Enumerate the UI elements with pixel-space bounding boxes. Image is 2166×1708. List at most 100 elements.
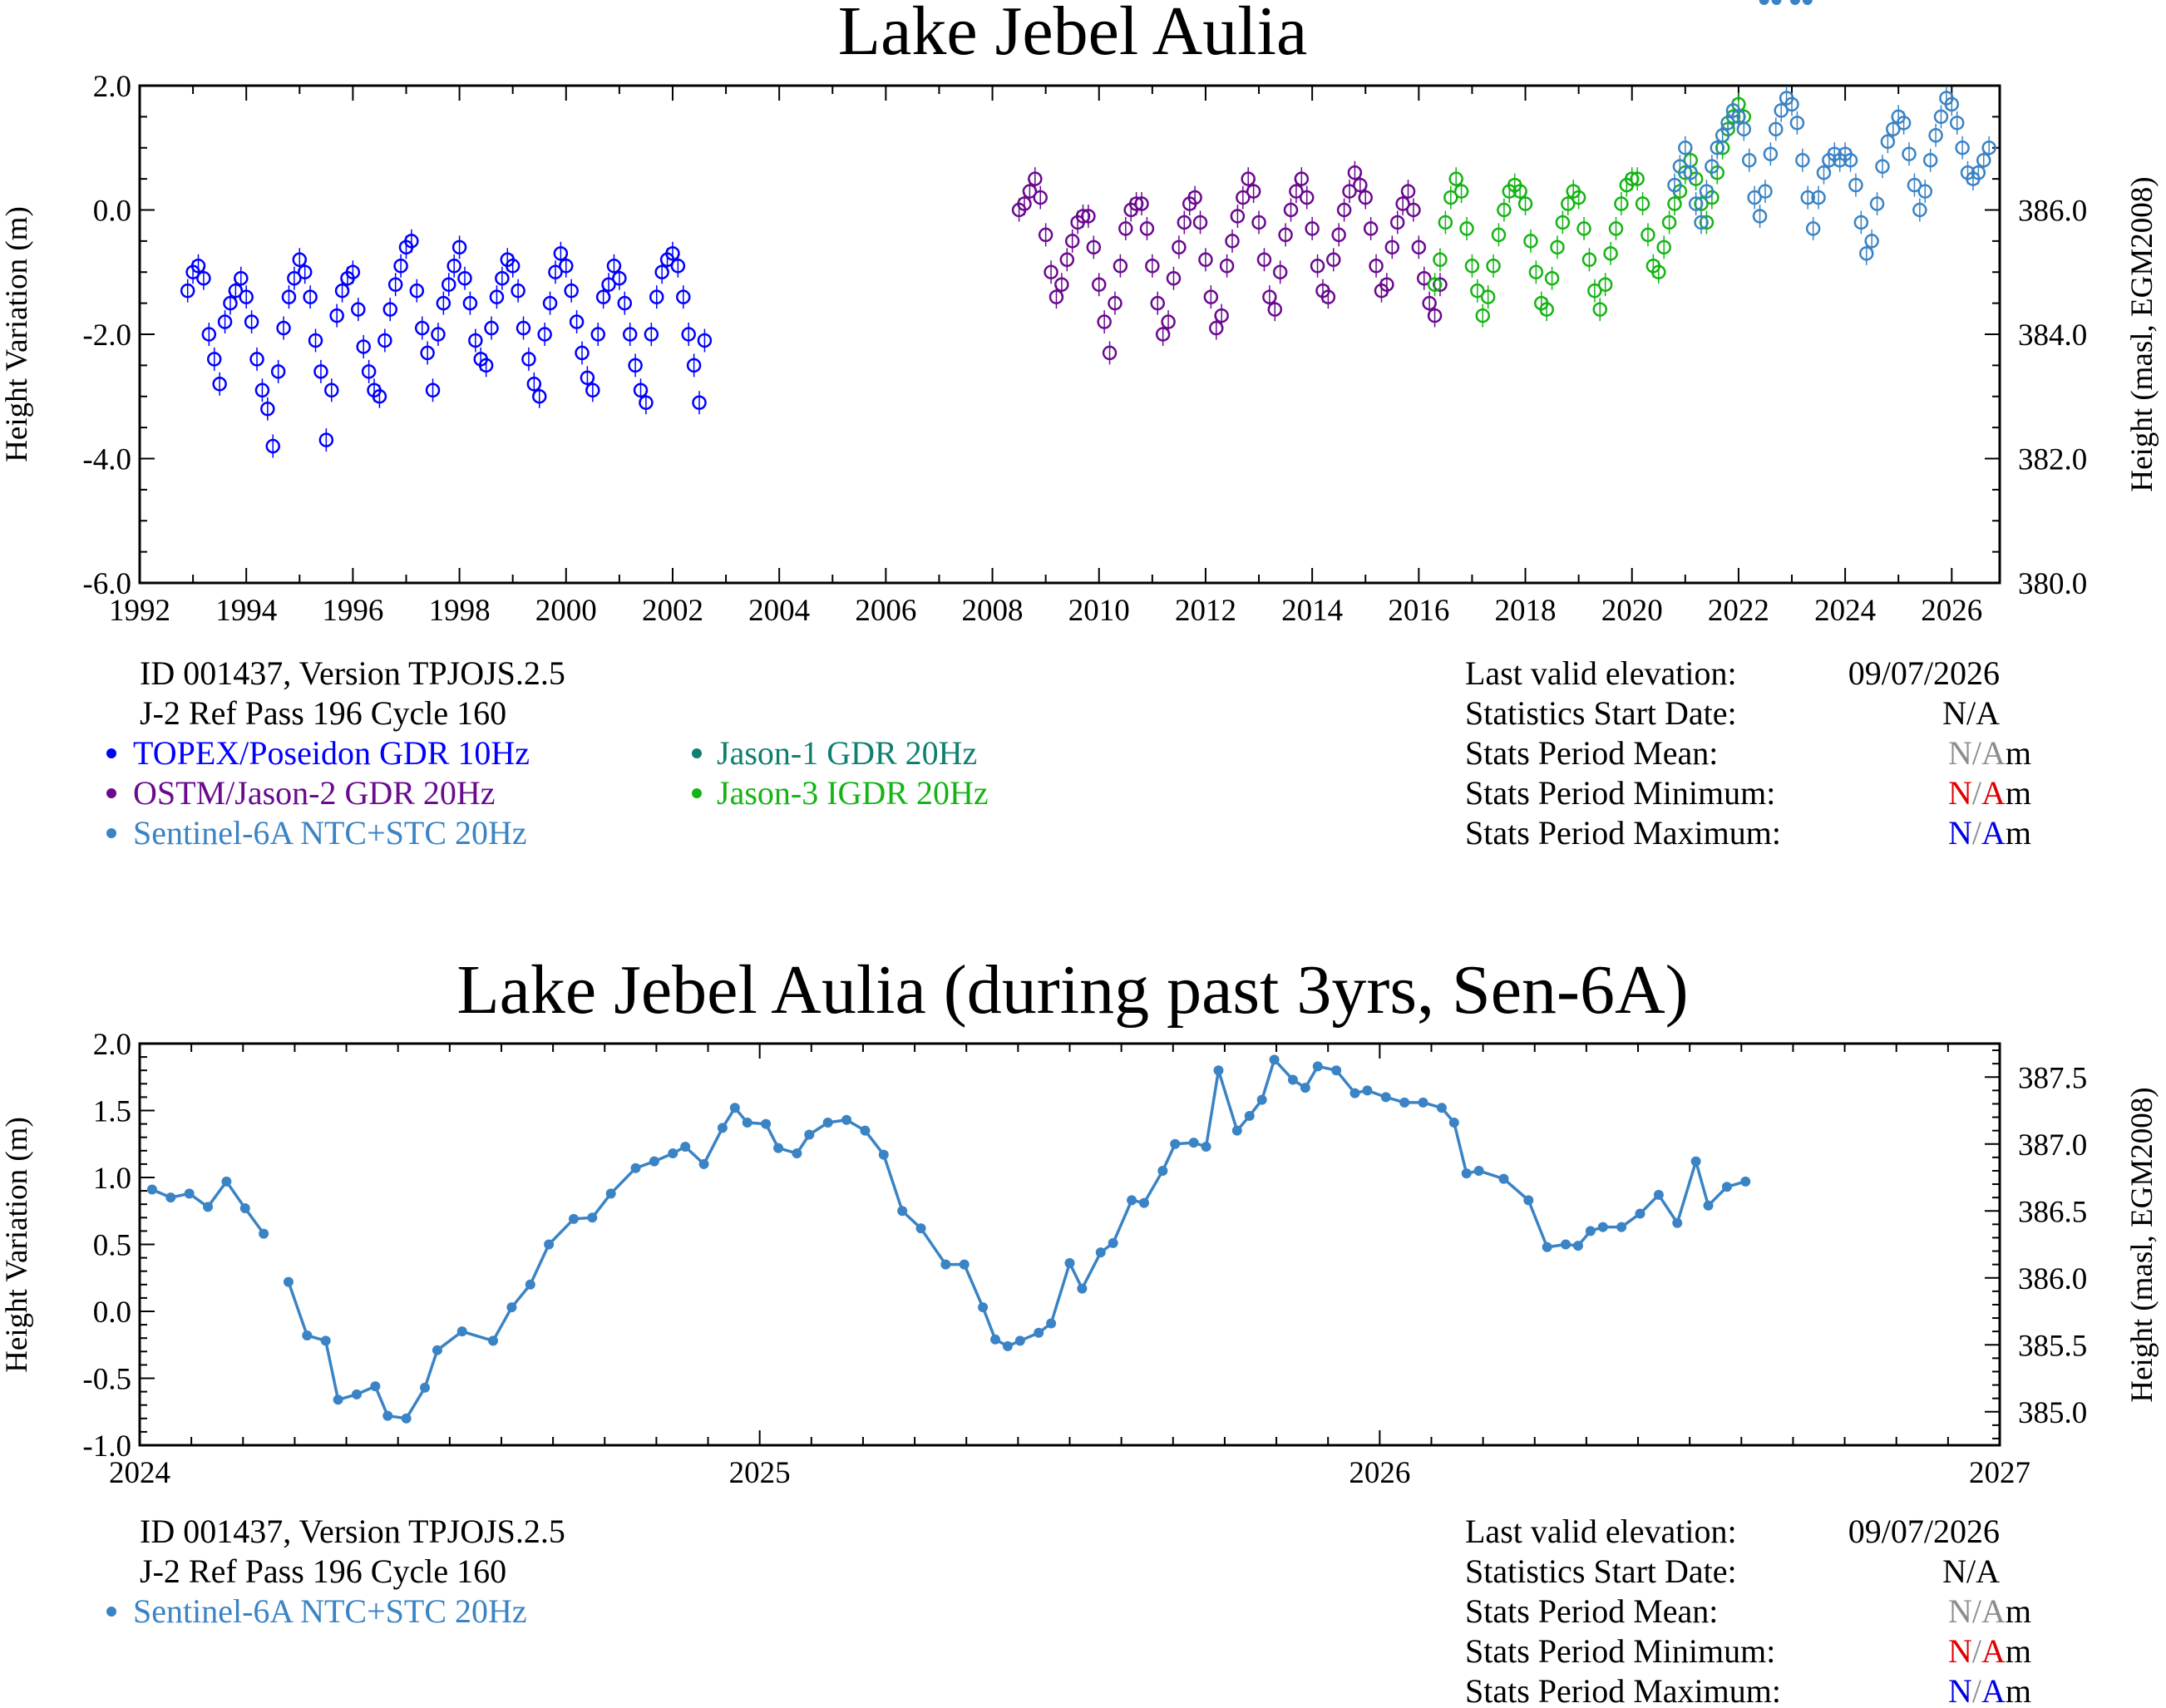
data-point [959,1259,970,1270]
bottom-stats-last-label: Last valid elevation: [1465,1513,1737,1550]
data-point [628,358,643,373]
data-point [1769,121,1784,137]
data-point [1326,252,1341,268]
data-point [1272,264,1288,279]
x-tick-label: 2012 [1175,594,1236,628]
data-point [1312,1061,1323,1072]
data-point [1453,184,1469,199]
data-point [1641,227,1655,243]
data-point [393,259,408,274]
data-point [1118,221,1133,236]
data-point [1145,259,1160,274]
data-point [792,1148,802,1159]
data-point [495,270,510,286]
data-point [1542,1242,1552,1252]
data-point [686,358,702,373]
data-point [1550,239,1565,255]
data-point [505,259,521,274]
data-point [516,320,531,336]
data-point [356,339,371,354]
data-point [1289,184,1304,199]
data-point [223,295,238,311]
y-tick-label-left: 1.0 [93,1162,131,1196]
data-point [1433,277,1448,292]
data-point [1225,234,1240,249]
x-tick-label: 2006 [855,594,916,628]
data-point [1389,215,1405,230]
data-point [1544,270,1560,286]
data-point [1213,1065,1224,1076]
data-point [1721,1182,1732,1192]
data-point [940,1259,951,1270]
legend-dot-jason3 [692,788,702,798]
x-tick-label: 2008 [962,594,1024,628]
data-point [324,383,339,398]
data-point [488,1335,499,1346]
top-stats-start-label: Statistics Start Date: [1465,694,1737,732]
data-point [526,377,542,392]
data-point [1014,1335,1025,1346]
data-point [320,1335,331,1346]
data-point [668,1148,678,1159]
data-point [1028,171,1043,186]
data-point [303,289,318,304]
data-point [1853,215,1869,230]
data-point [644,327,659,342]
data-point [1922,152,1938,168]
data-point [1201,1141,1211,1152]
data-point [1097,314,1112,329]
data-point [190,259,206,274]
data-point [457,270,472,286]
top-stats-mean-label: Stats Period Mean: [1465,734,1718,772]
legend-label-sentinel6a: Sentinel-6A NTC+STC 20Hz [133,814,527,852]
data-point [1653,1189,1664,1200]
bottom-stats-start-value: N/A [1942,1553,2000,1590]
data-point [249,352,264,367]
data-point [1944,96,1960,112]
data-point [1710,141,1725,155]
top-ylabel-right: Height (masl, EGM2008) [2125,176,2159,491]
data-point [1241,171,1256,186]
data-point [1480,289,1496,304]
y-tick-label-right: 386.0 [2018,1262,2087,1296]
data-point [1139,221,1155,236]
data-point [1336,202,1352,218]
data-point [1347,165,1363,180]
bottom-data-series [146,0,1813,1424]
top-stats-start-value: N/A [1942,694,2000,732]
data-point [1672,1217,1683,1228]
data-point [1331,1065,1342,1076]
data-point [1198,252,1213,268]
data-point [1108,1237,1118,1248]
y-tick-label-right: 387.0 [2018,1128,2087,1163]
data-point [822,1117,833,1128]
data-point [1864,234,1879,249]
data-point [1436,1103,1447,1113]
bottom-stats-block: Last valid elevation: 09/07/2026 Statist… [1465,1513,2031,1708]
data-point [1805,221,1821,236]
x-tick-label: 2024 [1814,594,1876,628]
bottom-stats-min-value: N/Am [1948,1632,2031,1670]
data-point [1572,1241,1583,1251]
top-ylabel-left: Height Variation (m) [0,206,34,462]
data-point [484,320,499,336]
data-point [1278,227,1293,243]
data-point [1917,184,1933,199]
data-point [1418,1097,1428,1108]
data-point [1157,1165,1168,1176]
data-point [1300,1083,1310,1093]
data-point [559,259,574,274]
x-tick-label: 2010 [1068,594,1130,628]
data-point [1113,259,1128,274]
data-point [370,1381,381,1392]
data-point [742,1117,752,1128]
data-point [680,1141,691,1152]
data-point [1597,277,1613,292]
data-point [1192,215,1208,230]
data-point [1244,1110,1255,1121]
data-point [1715,128,1730,143]
data-point [1081,209,1096,224]
data-point [897,1206,908,1217]
data-point [1688,196,1704,211]
data-point [1587,283,1602,299]
